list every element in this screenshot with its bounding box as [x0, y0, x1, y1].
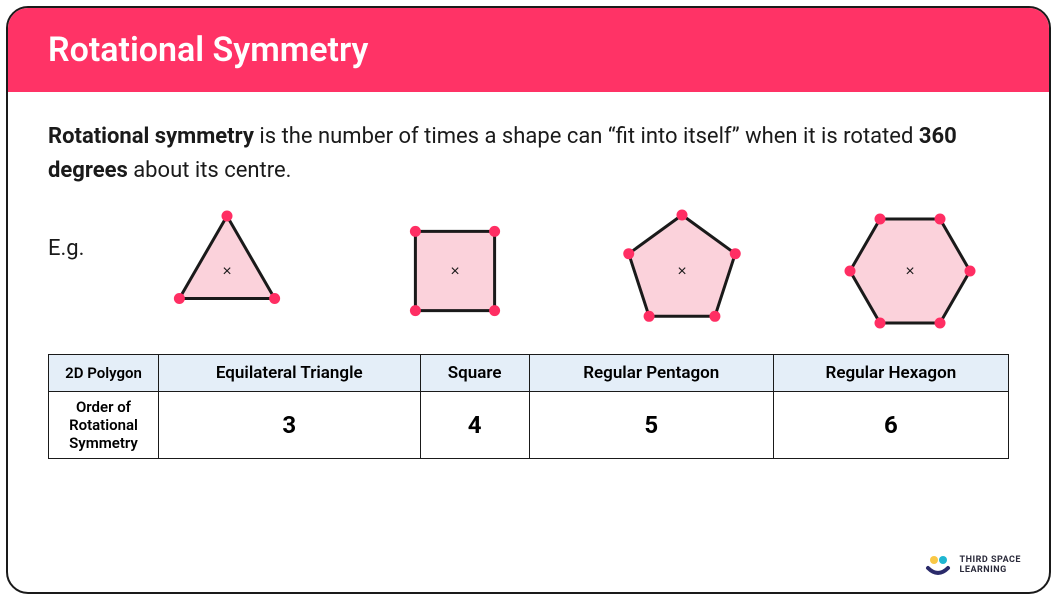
logo-mark-icon [924, 554, 952, 578]
definition-lead: Rotational symmetry [48, 124, 254, 149]
order-value: 4 [420, 392, 529, 459]
row-header-order: Order of Rotational Symmetry [49, 392, 159, 459]
shape-cell: × [366, 206, 544, 336]
order-value: 5 [529, 392, 773, 459]
example-label: E.g. [48, 206, 108, 261]
logo-text: THIRD SPACE LEARNING [960, 556, 1021, 576]
row-header-polygon: 2D Polygon [49, 355, 159, 392]
polygon-shape-icon: × [167, 211, 287, 331]
definition-text: Rotational symmetry is the number of tim… [48, 120, 1009, 188]
logo-line-2: LEARNING [960, 566, 1021, 576]
polygon-shape-icon: × [622, 211, 742, 331]
order-value: 6 [773, 392, 1008, 459]
column-header: Regular Pentagon [529, 355, 773, 392]
shape-cell: × [138, 206, 316, 336]
lesson-card: Rotational Symmetry Rotational symmetry … [6, 6, 1051, 594]
shape-cell: × [821, 206, 999, 336]
card-header: Rotational Symmetry [8, 8, 1049, 92]
svg-text:×: × [222, 263, 231, 280]
column-header: Equilateral Triangle [159, 355, 421, 392]
card-title: Rotational Symmetry [48, 30, 368, 70]
shapes-container: × × × × [128, 206, 1009, 350]
brand-logo: THIRD SPACE LEARNING [924, 554, 1021, 578]
example-row: E.g. × × × × [48, 206, 1009, 350]
table-row: Order of Rotational Symmetry 3 4 5 6 [49, 392, 1009, 459]
svg-text:×: × [450, 263, 459, 280]
svg-text:×: × [678, 263, 687, 280]
polygon-shape-icon: × [395, 211, 515, 331]
order-value: 3 [159, 392, 421, 459]
column-header: Regular Hexagon [773, 355, 1008, 392]
table-row: 2D Polygon Equilateral Triangle Square R… [49, 355, 1009, 392]
polygon-shape-icon: × [850, 211, 970, 331]
symmetry-table: 2D Polygon Equilateral Triangle Square R… [48, 354, 1009, 459]
definition-part-1: is the number of times a shape can “fit … [254, 124, 919, 149]
shape-cell: × [594, 206, 772, 336]
svg-text:×: × [905, 263, 914, 280]
card-content: Rotational symmetry is the number of tim… [8, 92, 1049, 469]
definition-part-2: about its centre. [128, 158, 292, 183]
column-header: Square [420, 355, 529, 392]
